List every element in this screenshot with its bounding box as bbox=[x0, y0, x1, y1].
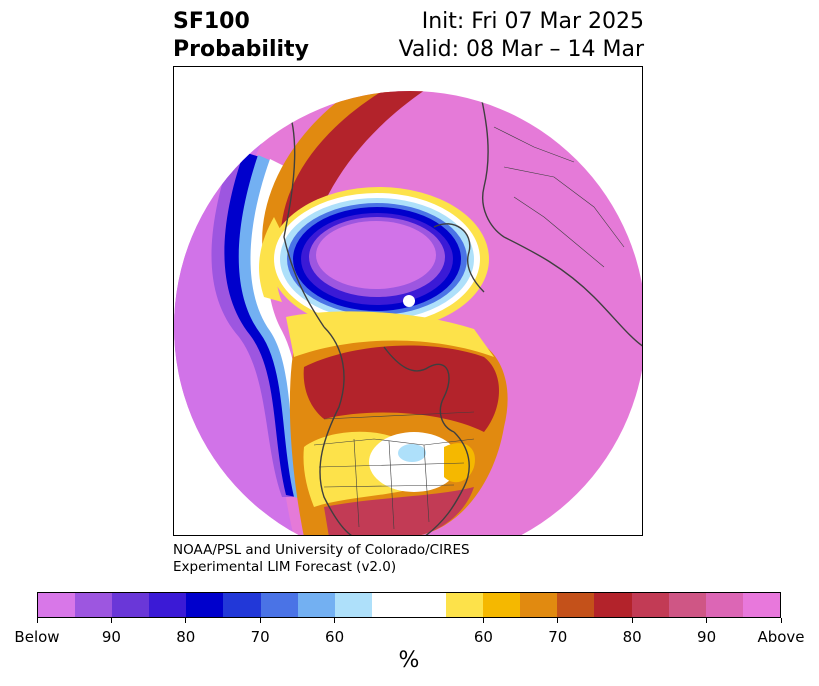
colorbar-segment bbox=[186, 593, 224, 617]
colorbar-segment bbox=[223, 593, 261, 617]
credit-text: NOAA/PSL and University of Colorado/CIRE… bbox=[173, 542, 470, 576]
colorbar-unit: % bbox=[398, 648, 420, 673]
neutral-na bbox=[369, 432, 459, 492]
colorbar-tick-label: 80 bbox=[622, 628, 642, 646]
chart-title: SF100 Probability bbox=[173, 8, 309, 64]
colorbar-segment bbox=[668, 593, 706, 617]
political-borders bbox=[313, 126, 625, 530]
colorbar-segment bbox=[742, 593, 780, 617]
north-pole-dot bbox=[403, 295, 415, 307]
colorbar-tickmark bbox=[706, 618, 708, 623]
colorbar-tickmark bbox=[110, 618, 112, 623]
probability-map bbox=[174, 91, 642, 535]
colorbar-segment bbox=[297, 593, 335, 617]
colorbar-segment bbox=[520, 593, 558, 617]
colorbar-tickmark bbox=[482, 618, 484, 623]
colorbar-tick-label: 90 bbox=[697, 628, 717, 646]
valid-range: Valid: 08 Mar – 14 Mar bbox=[398, 37, 644, 62]
colorbar-tick-label: 80 bbox=[176, 628, 196, 646]
init-date: Init: Fri 07 Mar 2025 bbox=[421, 9, 644, 34]
colorbar-tickmark bbox=[780, 618, 782, 623]
colorbar bbox=[37, 592, 781, 618]
colorbar-tickmark bbox=[631, 618, 633, 623]
colorbar-tick-label: 60 bbox=[325, 628, 345, 646]
colorbar-tick-label: 90 bbox=[101, 628, 121, 646]
warm-na-yellow bbox=[286, 311, 494, 357]
colorbar-tickmark bbox=[259, 618, 261, 623]
colorbar-tickmark bbox=[36, 618, 38, 623]
vortex-core bbox=[316, 221, 436, 289]
colorbar-segment bbox=[408, 593, 447, 617]
colorbar-tick-label: 70 bbox=[548, 628, 568, 646]
map-panel bbox=[173, 66, 643, 536]
colorbar-tick-label: Below bbox=[14, 628, 60, 646]
forecast-dates: Init: Fri 07 Mar 2025 Valid: 08 Mar – 14… bbox=[399, 8, 644, 64]
colorbar-tick-label: 70 bbox=[250, 628, 270, 646]
colorbar-segment bbox=[149, 593, 187, 617]
title-line-1: SF100 bbox=[173, 9, 250, 34]
credit-line-2: Experimental LIM Forecast (v2.0) bbox=[173, 559, 397, 575]
cool-na bbox=[398, 444, 426, 462]
colorbar-tick-label: 60 bbox=[473, 628, 493, 646]
colorbar-segment bbox=[260, 593, 298, 617]
colorbar-segment bbox=[112, 593, 150, 617]
colorbar-segment bbox=[334, 593, 372, 617]
title-line-2: Probability bbox=[173, 37, 309, 62]
colorbar-tickmark bbox=[557, 618, 559, 623]
colorbar-segment bbox=[557, 593, 595, 617]
colorbar-segment bbox=[446, 593, 484, 617]
map-fields bbox=[174, 91, 642, 535]
warm-na-red-south bbox=[324, 487, 474, 535]
colorbar-segment bbox=[594, 593, 632, 617]
credit-line-1: NOAA/PSL and University of Colorado/CIRE… bbox=[173, 542, 470, 558]
colorbar-segment bbox=[38, 593, 76, 617]
colorbar-segment bbox=[371, 593, 409, 617]
warm-na-red bbox=[303, 345, 499, 432]
colorbar-segment bbox=[705, 593, 743, 617]
colorbar-segment bbox=[75, 593, 113, 617]
colorbar-tickmark bbox=[334, 618, 336, 623]
colorbar-tickmark bbox=[185, 618, 187, 623]
colorbar-tick-label: Above bbox=[757, 628, 805, 646]
colorbar-segment bbox=[631, 593, 669, 617]
colorbar-segment bbox=[483, 593, 521, 617]
